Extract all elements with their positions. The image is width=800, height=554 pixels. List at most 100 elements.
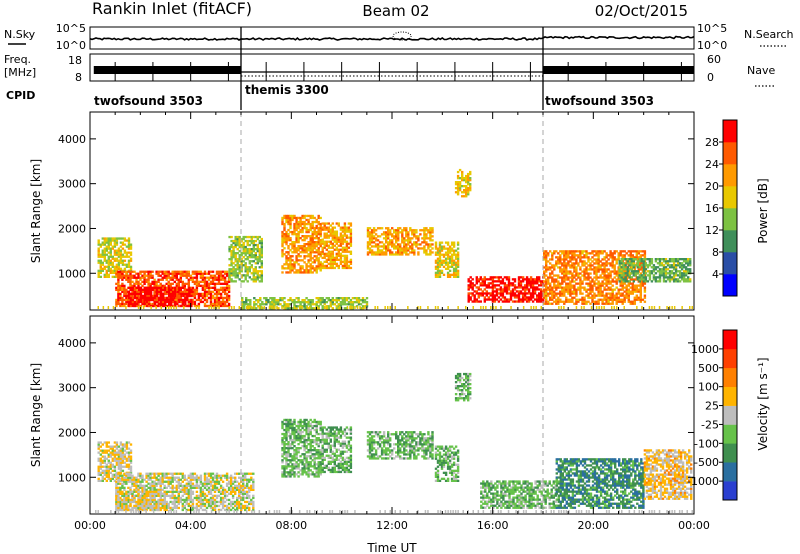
cell-region-3: [230, 256, 233, 259]
cell-region-1: [129, 474, 132, 477]
cell-region-1: [157, 270, 160, 273]
cell-region-0: [119, 241, 123, 244]
cell-region-0: [113, 449, 117, 452]
cell-region-9: [479, 278, 482, 281]
cell-region-4: [297, 245, 300, 248]
cell-region-11: [656, 262, 660, 265]
cell-region-9: [513, 292, 517, 295]
cell-region-5: [345, 264, 349, 268]
cell-region-11: [684, 262, 688, 265]
cell-region-10: [573, 258, 576, 261]
cell-region-9: [538, 294, 541, 297]
cell-region-10: [599, 266, 602, 269]
cell-region-0: [103, 249, 106, 252]
cell-region-0: [119, 251, 123, 254]
cell-region-11: [626, 272, 629, 275]
cell-region-2: [145, 286, 149, 289]
cell-region-0: [129, 455, 133, 458]
cell-region-5: [325, 236, 328, 239]
cell-region-10: [555, 298, 558, 301]
cell-region-6: [397, 253, 400, 256]
cell-region-5: [349, 224, 353, 227]
cell-region-6: [397, 249, 400, 252]
cell-region-0: [111, 457, 114, 460]
cell-region-1: [171, 270, 174, 273]
cell-region-11: [668, 280, 672, 283]
cell-region-9: [515, 300, 519, 303]
cell-region-4: [317, 261, 320, 264]
cell-region-4: [295, 257, 298, 260]
cell-region-1: [115, 482, 118, 485]
cell-region-5: [321, 242, 324, 245]
cell-region-5: [331, 256, 334, 259]
cell-region-10: [595, 266, 598, 269]
cell-region-1: [225, 300, 229, 304]
cell-region-6: [415, 245, 418, 248]
cell-region-6: [417, 243, 420, 246]
cell-region-10: [601, 276, 604, 279]
cell-region-11: [618, 260, 621, 263]
cell-region-11: [674, 268, 678, 271]
cell-region-1: [131, 290, 134, 293]
cell-region-2: [170, 298, 173, 302]
cell-region-11: [658, 258, 662, 261]
cell-region-10: [607, 292, 610, 295]
cell-region-1: [223, 300, 227, 304]
cell-region-1: [143, 276, 146, 279]
cell-region-1: [181, 290, 184, 293]
cell-region-6: [391, 251, 394, 254]
cell-region-9: [521, 286, 525, 289]
cell-region-0: [125, 457, 129, 460]
cell-region-1: [167, 270, 170, 273]
cell-region-3: [230, 270, 233, 273]
cell-region-10: [595, 278, 598, 281]
cell-region-4: [305, 230, 308, 234]
cell-region-0: [109, 243, 112, 246]
cell-region-4: [311, 220, 314, 224]
cell-region-2: [127, 302, 131, 306]
cell-region-0: [113, 249, 117, 252]
cell-region-0: [101, 461, 104, 464]
cell-region-4: [317, 233, 320, 236]
cell-region-4: [301, 226, 304, 230]
cell-region-4: [305, 218, 308, 222]
cell-region-0: [115, 445, 119, 448]
cell-region-9: [536, 280, 539, 283]
cell-region-9: [495, 294, 499, 297]
cell-region-7: [436, 265, 440, 268]
cell-region-12: [307, 303, 310, 306]
cell-region-1: [213, 296, 217, 300]
cell-region-3: [252, 254, 255, 257]
cell-region-4: [295, 259, 298, 262]
cell-region-4: [287, 251, 290, 254]
cell-region-7: [444, 257, 448, 260]
cell-region-7: [436, 271, 440, 274]
cell-region-4: [291, 214, 294, 218]
cell-region-4: [281, 239, 284, 242]
cell-region-5: [349, 234, 353, 237]
cell-region-11: [628, 272, 631, 275]
cell-region-10: [583, 250, 586, 253]
cell-region-1: [117, 278, 120, 281]
cell-region-3: [234, 243, 237, 247]
cell-region-0: [121, 457, 125, 460]
cell-region-12: [299, 305, 302, 308]
cell-region-1: [169, 282, 172, 285]
cell-region-0: [103, 243, 106, 246]
cell-region-11: [684, 274, 688, 277]
cell-region-5: [349, 262, 353, 265]
cell-region-1: [165, 272, 168, 275]
cell-region-12: [341, 301, 345, 304]
cell-region-2: [137, 298, 141, 302]
cell-region-11: [662, 260, 666, 263]
cell-region-4: [315, 269, 318, 272]
cell-region-3: [236, 237, 239, 241]
cell-region-10: [551, 294, 554, 297]
cell-region-6: [423, 249, 426, 252]
cell-region-1: [131, 270, 134, 273]
cell-region-3: [256, 262, 259, 265]
cell-region-0: [129, 467, 133, 470]
cell-region-9: [479, 294, 482, 297]
cell-region-0: [99, 467, 102, 470]
cell-region-4: [293, 247, 296, 250]
